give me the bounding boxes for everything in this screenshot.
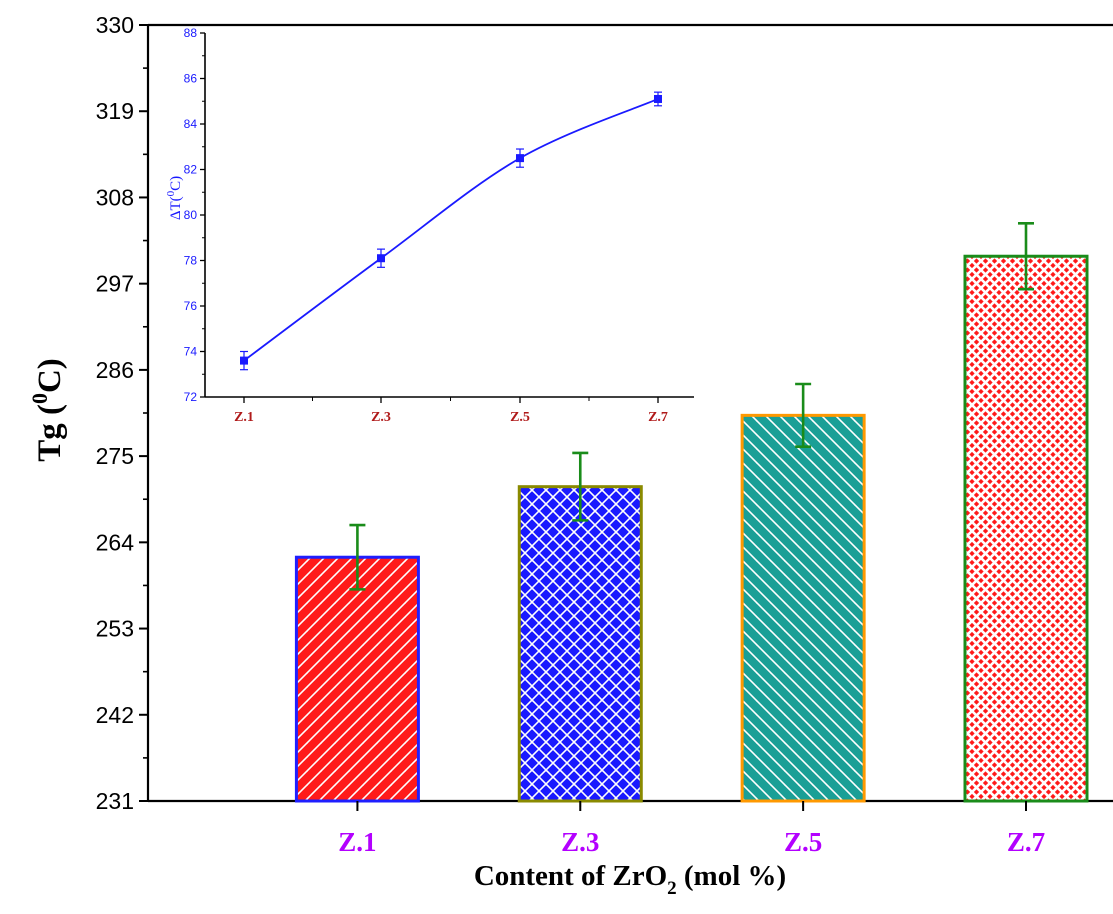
y-axis-title-tail: C): [32, 358, 68, 393]
inset-y-tick-label: 86: [184, 72, 198, 86]
x-axis-title-sub: 2: [667, 878, 677, 899]
inset-y-axis-title-main: ΔT(: [168, 196, 184, 220]
y-tick-label: 231: [96, 788, 134, 814]
inset-data-point: [240, 356, 248, 365]
inset-y-tick-label: 88: [184, 26, 198, 40]
inset-y-tick-label: 74: [184, 345, 198, 359]
y-tick-label: 253: [96, 616, 134, 642]
inset-x-tick-label: Z.5: [510, 410, 530, 425]
bar-Z.3: [517, 485, 643, 803]
inset-y-tick-label: 76: [184, 299, 198, 313]
x-tick-label: Z.5: [784, 827, 822, 857]
inset-x-tick-label: Z.3: [371, 410, 391, 425]
y-axis-title: Tg (0C): [27, 358, 68, 462]
inset-x-tick-label: Z.7: [648, 410, 668, 425]
inset-y-tick-label: 80: [184, 208, 198, 222]
inset-y-tick-label: 82: [184, 163, 198, 177]
y-tick-label: 286: [96, 357, 134, 383]
y-tick-label: 330: [96, 12, 134, 38]
inset-data-point: [377, 254, 385, 263]
bar-Z.5: [740, 413, 866, 803]
y-tick-label: 264: [96, 529, 135, 555]
x-tick-label: Z.3: [561, 827, 599, 857]
inset-x-tick-label: Z.1: [234, 410, 254, 425]
inset-data-point: [516, 154, 524, 163]
x-axis-title-tail: (mol %): [677, 860, 787, 892]
bar-Z.1: [294, 555, 420, 803]
y-tick-label: 275: [96, 443, 134, 469]
x-tick-label: Z.7: [1007, 827, 1045, 857]
x-axis-title: Content of ZrO2 (mol %): [474, 860, 786, 899]
inset-data-point: [654, 94, 662, 103]
y-tick-label: 297: [96, 271, 134, 297]
y-tick-label: 319: [96, 98, 134, 124]
inset-y-tick-label: 78: [184, 254, 198, 268]
inset-y-axis-title-tail: C): [168, 176, 184, 191]
x-tick-label: Z.1: [338, 827, 376, 857]
y-tick-label: 308: [96, 184, 134, 210]
inset-y-axis-title-sup: 0: [165, 190, 177, 196]
y-tick-label: 242: [96, 702, 134, 728]
inset-series-line: [243, 98, 659, 362]
inset-background: [205, 33, 694, 397]
inset-y-tick-label: 84: [184, 117, 198, 131]
inset-chart: 72 74 76 78 80 82 84 86 88 Z.1 Z.3 Z.5 Z.7 ΔT(0C): [165, 26, 694, 425]
inset-y-axis-title: ΔT(0C): [165, 176, 184, 220]
x-axis-title-main: Content of ZrO: [474, 860, 667, 892]
y-axis-title-sup: 0: [27, 393, 52, 404]
inset-y-tick-label: 72: [184, 390, 198, 404]
y-axis-title-main: Tg (: [32, 404, 68, 462]
bar-Z.7: [963, 254, 1089, 803]
